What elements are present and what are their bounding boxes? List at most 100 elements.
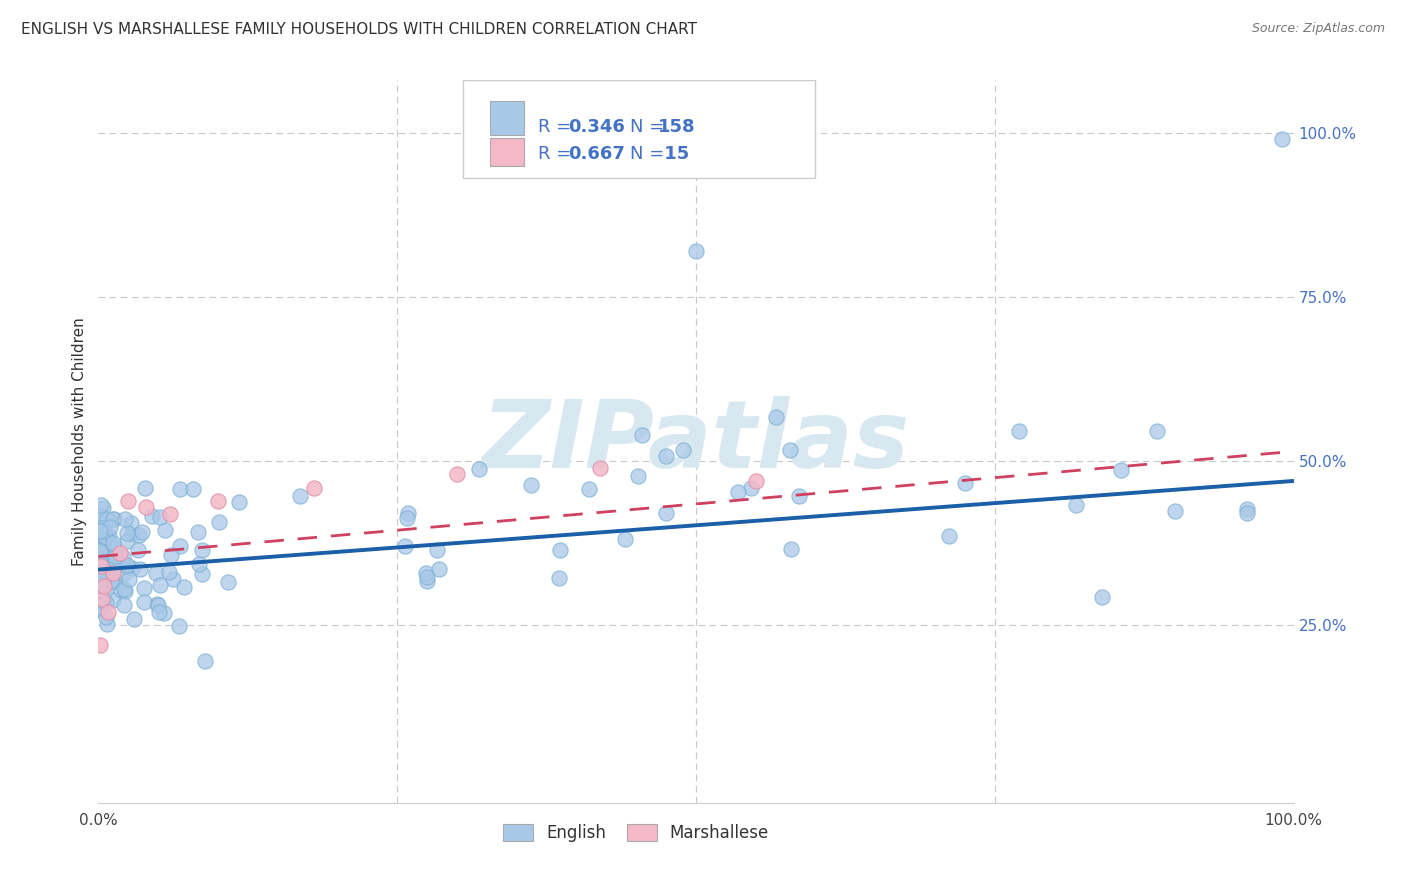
Point bbox=[96, 617, 118, 632]
Point bbox=[1271, 132, 1294, 146]
Point bbox=[548, 543, 571, 558]
Point bbox=[740, 481, 762, 495]
Point bbox=[89, 557, 111, 571]
Point bbox=[91, 541, 114, 556]
Point bbox=[89, 543, 111, 558]
Point bbox=[190, 567, 212, 582]
Point bbox=[578, 482, 600, 496]
Point bbox=[89, 538, 111, 552]
Point bbox=[173, 580, 195, 594]
Point bbox=[290, 489, 312, 503]
Point bbox=[181, 483, 204, 497]
Point bbox=[780, 542, 803, 557]
Point bbox=[101, 536, 124, 550]
Text: Source: ZipAtlas.com: Source: ZipAtlas.com bbox=[1251, 22, 1385, 36]
Point bbox=[152, 606, 174, 620]
Point bbox=[91, 526, 114, 541]
Point bbox=[97, 534, 120, 549]
Point bbox=[1091, 590, 1114, 604]
Point bbox=[727, 485, 749, 500]
Point bbox=[416, 570, 439, 584]
Point bbox=[115, 533, 138, 548]
Point bbox=[426, 542, 449, 557]
Point bbox=[162, 572, 184, 586]
Point bbox=[685, 244, 707, 258]
Point bbox=[89, 524, 111, 539]
Point bbox=[207, 493, 229, 508]
Point bbox=[98, 554, 121, 568]
Point bbox=[96, 512, 118, 526]
Point bbox=[121, 561, 143, 575]
Point bbox=[1236, 502, 1258, 516]
Point bbox=[100, 560, 122, 574]
Point bbox=[115, 558, 138, 573]
Point bbox=[117, 493, 139, 508]
Point bbox=[89, 555, 111, 569]
Point bbox=[120, 516, 142, 530]
Point bbox=[149, 578, 172, 592]
Point bbox=[187, 557, 209, 571]
Point bbox=[89, 562, 111, 576]
Point bbox=[131, 524, 153, 539]
Point bbox=[1236, 506, 1258, 520]
Point bbox=[589, 460, 612, 475]
Point bbox=[94, 527, 117, 541]
Point bbox=[103, 512, 125, 526]
Point bbox=[90, 566, 112, 581]
Point bbox=[765, 410, 787, 425]
Point bbox=[953, 475, 976, 490]
Point bbox=[96, 537, 118, 551]
Point bbox=[127, 543, 149, 558]
Point bbox=[91, 572, 114, 586]
Point bbox=[103, 549, 125, 563]
Point bbox=[90, 566, 112, 581]
Point bbox=[96, 574, 118, 589]
Point bbox=[90, 559, 112, 574]
Point bbox=[96, 564, 118, 578]
Point bbox=[208, 515, 231, 529]
Point bbox=[169, 539, 191, 553]
Point bbox=[90, 593, 112, 607]
Point bbox=[159, 548, 181, 562]
Point bbox=[91, 521, 114, 535]
Point bbox=[90, 554, 112, 568]
Point bbox=[394, 539, 416, 553]
Text: N =: N = bbox=[630, 118, 671, 136]
Point bbox=[89, 499, 111, 513]
Point bbox=[396, 507, 419, 521]
Point bbox=[89, 509, 111, 524]
Point bbox=[146, 598, 169, 612]
Point bbox=[94, 529, 117, 543]
Point bbox=[153, 523, 176, 537]
Point bbox=[415, 566, 437, 581]
Point bbox=[1008, 424, 1031, 438]
Point bbox=[1146, 424, 1168, 438]
Point bbox=[94, 575, 117, 590]
Point bbox=[148, 605, 170, 619]
Point bbox=[108, 546, 131, 560]
Point bbox=[141, 508, 163, 523]
FancyBboxPatch shape bbox=[491, 138, 524, 166]
Point bbox=[89, 638, 111, 652]
Point bbox=[169, 619, 191, 633]
Point bbox=[114, 584, 136, 599]
Point bbox=[134, 481, 156, 495]
Point bbox=[103, 573, 125, 587]
Point bbox=[90, 541, 112, 555]
Point bbox=[100, 574, 122, 589]
Point bbox=[94, 596, 117, 610]
Point bbox=[101, 574, 124, 588]
Point bbox=[115, 559, 138, 574]
Point bbox=[190, 542, 212, 557]
Point bbox=[89, 583, 111, 598]
Point bbox=[90, 566, 112, 581]
Point bbox=[121, 527, 143, 541]
Point bbox=[614, 532, 637, 546]
Point bbox=[148, 510, 170, 524]
Point bbox=[128, 528, 150, 542]
Point bbox=[89, 576, 111, 591]
Legend: English, Marshallese: English, Marshallese bbox=[496, 817, 776, 848]
Point bbox=[228, 495, 250, 509]
Point bbox=[89, 587, 111, 601]
Point bbox=[1064, 498, 1087, 512]
